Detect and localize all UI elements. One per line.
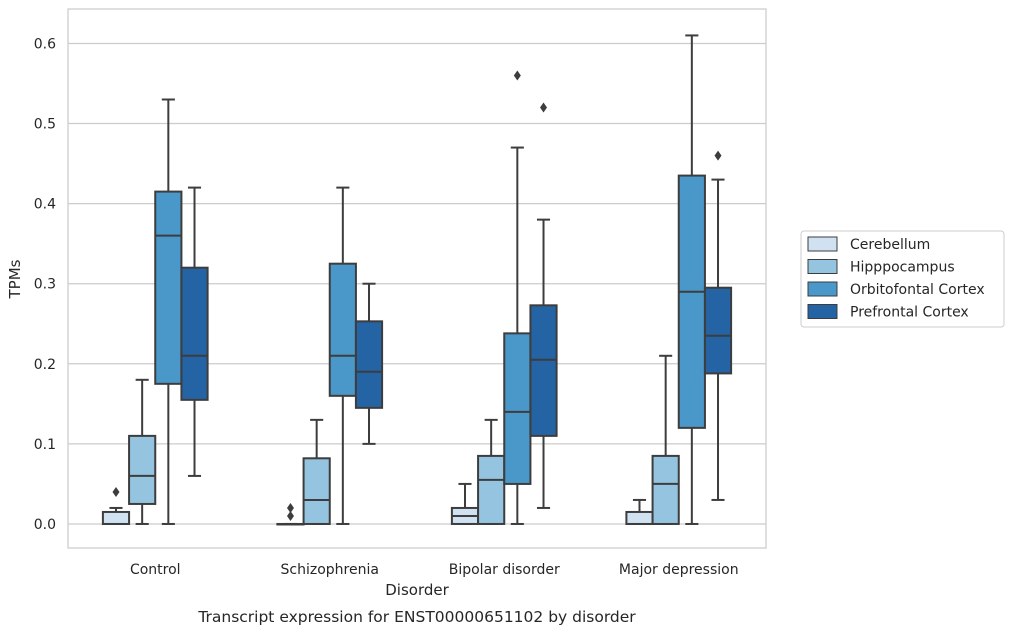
outlier-point: [540, 102, 548, 113]
box-element: [128, 378, 157, 525]
box-element: [302, 418, 331, 525]
series-group: [128, 354, 680, 525]
box-element: [503, 70, 532, 525]
legend-entry: Hipppocampus: [807, 259, 955, 276]
series-group: [154, 34, 706, 525]
box-groups: [101, 34, 733, 526]
outlier-point: [513, 70, 521, 81]
legend-label: Prefrontal Cortex: [850, 305, 969, 321]
box-iqr: [503, 332, 532, 485]
box-element: [703, 150, 733, 501]
y-tick-label: 0.0: [34, 517, 56, 533]
series-group: [180, 102, 733, 509]
legend-swatch: [807, 236, 838, 252]
outlier-point: [286, 502, 294, 513]
y-tick-label: 0.2: [34, 357, 56, 373]
box-element: [154, 98, 183, 525]
legend-frame: [800, 230, 1005, 328]
legend-label: Cerebellum: [850, 237, 930, 253]
x-tick-label: Bipolar disorder: [449, 562, 560, 578]
legend: Cerebellum Hipppocampus Orbitofontal Corte…: [800, 230, 1005, 328]
chart-caption: Transcript expression for ENST0000065110…: [197, 608, 636, 626]
box-element: [651, 354, 680, 525]
legend-entry: Orbitofontal Cortex: [807, 281, 985, 298]
x-axis-label: Disorder: [385, 581, 449, 599]
box-iqr: [677, 174, 706, 429]
outlier-point: [714, 150, 722, 161]
x-tick-label: Major depression: [619, 562, 739, 578]
box-element: [529, 102, 558, 509]
box-element: [450, 482, 480, 525]
box-element: [276, 502, 305, 526]
y-tick-label: 0.4: [34, 197, 56, 213]
box-iqr: [302, 457, 331, 525]
box-iqr: [101, 510, 131, 525]
legend-label: Hipppocampus: [850, 260, 955, 276]
x-axis-ticks: Control Schizophrenia Bipolar disorder Majo…: [130, 562, 739, 578]
box-element: [180, 186, 209, 477]
y-axis-label: TPMs: [6, 259, 24, 299]
outlier-point: [112, 486, 120, 497]
box-element: [354, 282, 384, 445]
legend-swatch: [807, 259, 838, 274]
box-element: [101, 486, 131, 525]
box-iqr: [651, 454, 680, 525]
y-tick-label: 0.3: [34, 277, 56, 293]
y-tick-label: 0.5: [34, 117, 56, 133]
box-element: [328, 186, 357, 525]
box-iqr: [529, 304, 558, 437]
box-iqr: [180, 266, 209, 401]
plot-area: [67, 8, 767, 549]
box-iqr: [354, 320, 384, 409]
y-tick-label: 0.1: [34, 437, 56, 453]
y-tick-label: 0.6: [34, 36, 56, 52]
box-element: [625, 498, 654, 525]
box-iqr: [477, 454, 506, 525]
x-tick-label: Schizophrenia: [281, 562, 379, 578]
legend-label: Orbitofontal Cortex: [850, 282, 985, 298]
x-tick-label: Control: [130, 562, 181, 578]
legend-entry: Cerebellum: [807, 236, 930, 253]
series-group: [101, 482, 654, 526]
box-iqr: [625, 510, 654, 525]
box-iqr: [328, 262, 357, 397]
legend-entry: Prefrontal Cortex: [807, 304, 969, 321]
box-iqr: [703, 286, 733, 375]
box-element: [477, 418, 506, 525]
outlier-point: [286, 510, 294, 521]
legend-swatch: [807, 304, 838, 319]
y-axis-ticks: 0.0 0.1 0.2 0.3 0.4 0.5 0.6: [34, 36, 56, 533]
legend-swatch: [807, 281, 838, 297]
box-element: [677, 34, 706, 525]
box-iqr: [154, 190, 183, 385]
box-iqr: [128, 434, 157, 505]
